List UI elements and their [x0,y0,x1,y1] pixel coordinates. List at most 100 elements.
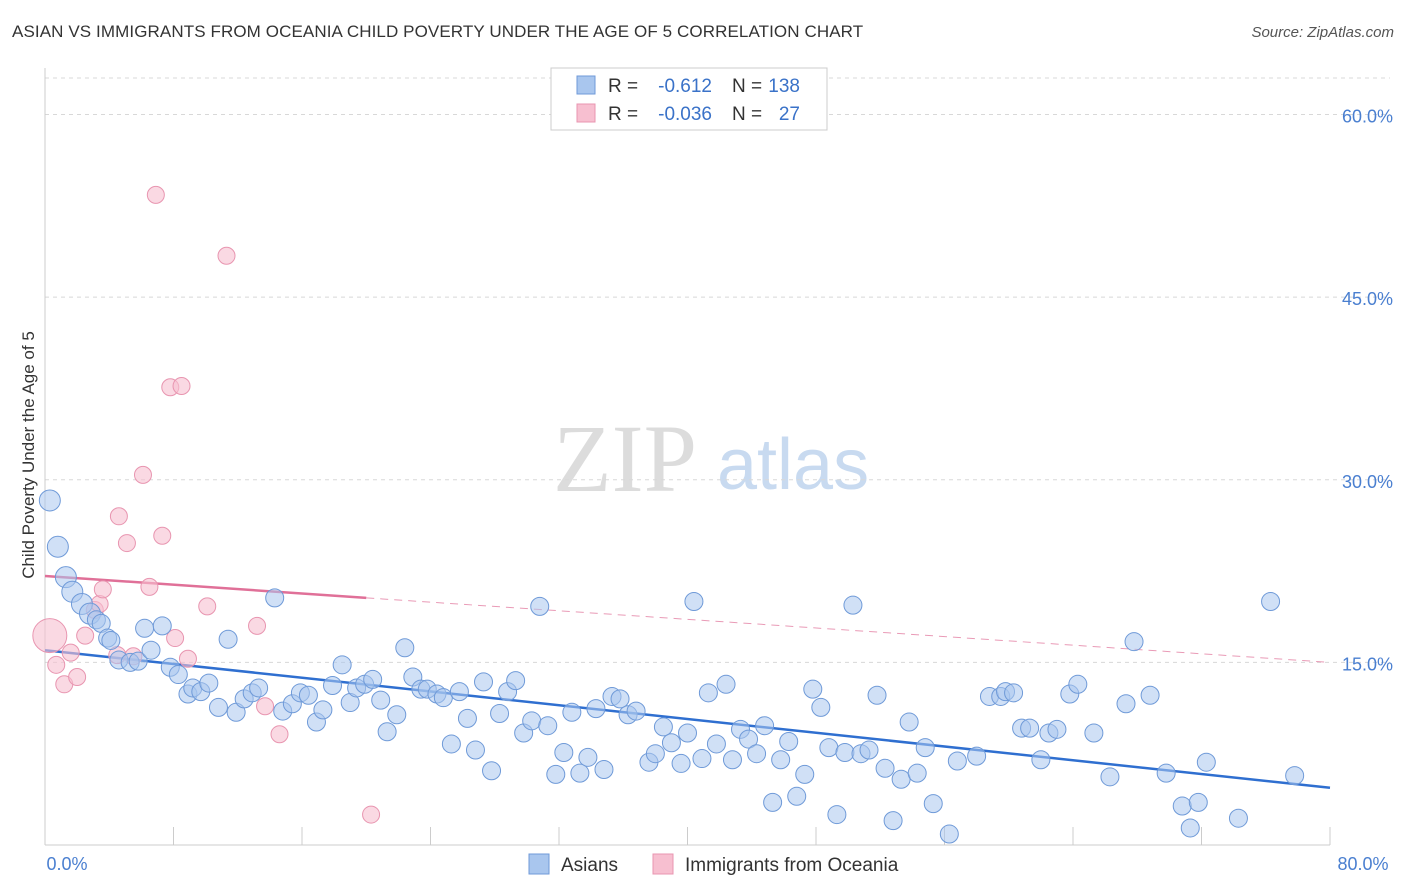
point-asian [692,749,712,769]
point-asian [967,746,987,766]
stats-r-value-asian: -0.612 [658,76,712,97]
watermark: ZIP atlas [553,405,869,512]
legend-swatch-oceania [652,853,674,875]
point-oceania [140,577,159,596]
point-asian [586,699,606,719]
point-asian [610,689,630,709]
point-asian [208,697,228,717]
point-asian [835,742,855,762]
point-asian [1084,723,1104,743]
point-asian [811,697,831,717]
x-tick-label: 80.0% [1337,854,1388,874]
point-asian [387,705,407,725]
point-asian [747,744,767,764]
point-asian [38,489,61,512]
point-asian [947,751,967,771]
trend-line-oceania-extension [366,597,1331,663]
stats-n-label-asian: N = [732,76,762,97]
point-asian [433,688,453,708]
point-oceania [217,246,236,265]
point-asian [875,758,895,778]
point-asian [795,764,815,784]
points-oceania [32,185,381,824]
point-asian [716,674,736,694]
point-oceania [133,465,152,484]
y-tick-label: 60.0% [1342,107,1393,127]
point-asian [578,747,598,767]
point-asian [265,588,285,608]
point-asian [594,760,614,780]
point-oceania [47,655,66,674]
point-asian [907,763,927,783]
y-tick-labels: 15.0% 30.0% 45.0% 60.0% [1342,107,1393,675]
point-asian [141,640,161,660]
axes [44,68,1331,846]
legend: Asians Immigrants from Oceania [528,853,899,876]
stats-swatch-oceania [576,103,596,123]
point-oceania [76,626,95,645]
point-asian [506,671,526,691]
point-asian [843,595,863,615]
point-asian [645,744,665,764]
point-asian [530,596,550,616]
point-asian [698,683,718,703]
stats-n-label-oceania: N = [732,104,762,125]
points-asian [38,489,1305,844]
point-asian [763,792,783,812]
legend-swatch-asian [528,853,550,875]
point-asian [395,638,415,658]
point-asian [819,738,839,758]
point-asian [1068,674,1088,694]
point-oceania [172,377,191,396]
y-tick-label: 15.0% [1342,654,1393,674]
point-asian [1261,592,1281,612]
point-asian [570,763,590,783]
point-asian [1047,719,1067,739]
point-asian [546,764,566,784]
point-asian [1116,694,1136,714]
point-asian [522,711,542,731]
point-asian [323,676,343,696]
point-asian [779,732,799,752]
point-oceania [153,526,172,545]
point-asian [771,750,791,770]
point-asian [490,704,510,724]
point-asian [1100,767,1120,787]
legend-label-oceania: Immigrants from Oceania [685,855,899,876]
point-oceania [146,185,165,204]
point-asian [128,651,148,671]
point-asian [562,702,582,722]
point-asian [135,618,155,638]
point-asian [313,700,333,720]
point-asian [899,712,919,732]
point-asian [915,738,935,758]
point-asian [661,733,681,753]
point-oceania [270,725,289,744]
y-axis-label: Child Poverty Under the Age of 5 [19,331,38,579]
trend-line-oceania [44,574,367,600]
point-asian [803,679,823,699]
point-asian [441,734,461,754]
point-asian [626,701,646,721]
point-asian [706,734,726,754]
trend-line-asian [44,648,1331,790]
stats-r-label-asian: R = [608,76,638,97]
point-asian [46,535,69,558]
point-asian [449,682,469,702]
point-oceania [68,667,87,686]
point-asian [1004,683,1024,703]
stats-n-value-asian: 138 [768,76,800,97]
point-asian [474,672,494,692]
point-asian [1285,766,1305,786]
point-asian [377,722,397,742]
point-oceania [166,629,185,648]
point-oceania [32,618,68,654]
point-asian [1228,808,1248,828]
point-oceania [198,597,217,616]
point-asian [249,678,269,698]
point-asian [678,723,697,743]
point-asian [787,786,807,806]
point-asian [1188,792,1208,812]
point-oceania [256,697,275,716]
point-asian [1172,796,1192,816]
